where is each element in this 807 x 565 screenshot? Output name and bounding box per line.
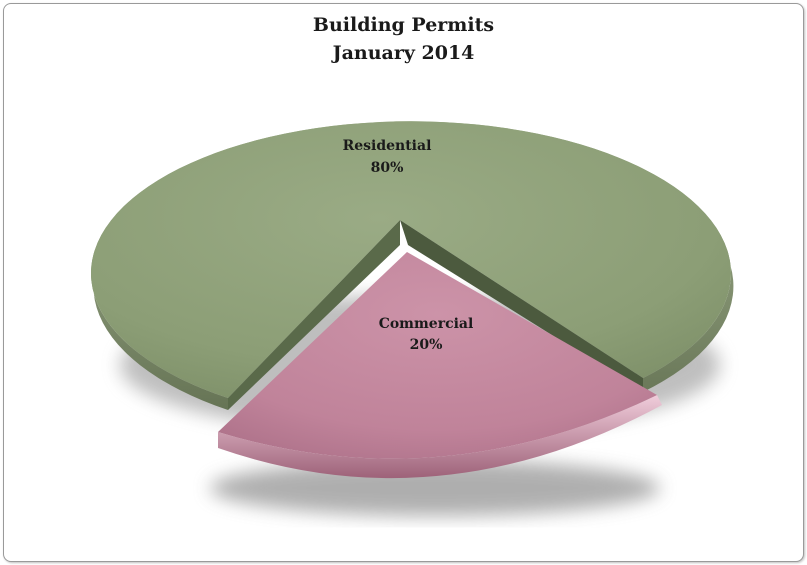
chart-title: Building Permits	[312, 14, 495, 36]
commercial-label: Commercial	[379, 316, 474, 332]
commercial-value-label: 20%	[410, 337, 443, 353]
chart-subtitle: January 2014	[332, 42, 475, 64]
commercial-rim	[218, 395, 662, 479]
pie-slice-commercial	[218, 252, 662, 479]
pie-slice-residential	[91, 121, 734, 411]
commercial-top	[218, 252, 657, 459]
residential-value-label: 80%	[371, 160, 404, 176]
residential-inner-wall-left	[228, 220, 400, 410]
residential-top	[91, 121, 732, 398]
residential-inner-wall-right	[400, 220, 643, 392]
commercial-shadow	[210, 460, 660, 516]
residential-label: Residential	[343, 138, 432, 154]
